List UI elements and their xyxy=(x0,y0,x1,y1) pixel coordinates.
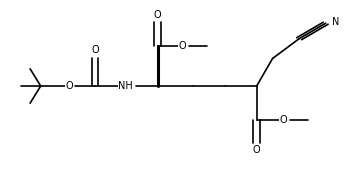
Text: O: O xyxy=(279,115,287,125)
Text: NH: NH xyxy=(118,81,133,91)
Text: N: N xyxy=(332,17,339,26)
Text: O: O xyxy=(91,45,99,55)
Text: O: O xyxy=(154,10,161,20)
Text: O: O xyxy=(65,81,73,91)
Text: O: O xyxy=(253,145,261,155)
Text: O: O xyxy=(178,41,186,51)
